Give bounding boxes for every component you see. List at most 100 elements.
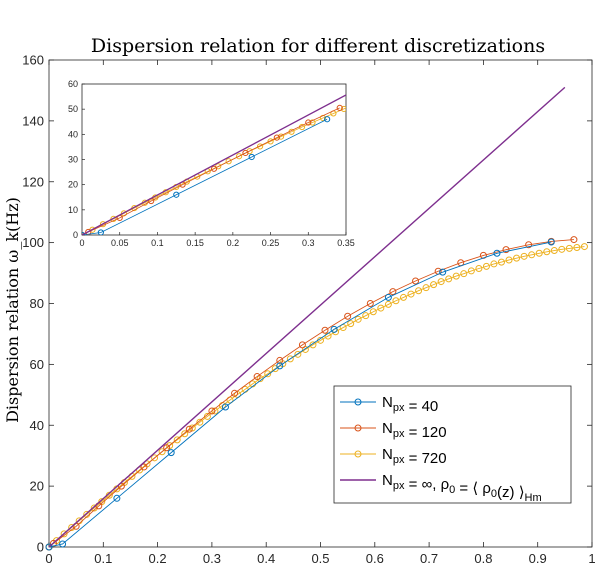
data-point-N120 [502,246,510,254]
series-line-N40 [48,241,552,548]
inset-x-tick-label: 0.05 [111,238,129,248]
data-point-N720 [362,312,370,320]
x-tick-label: 0.1 [94,551,112,566]
x-tick-label: 0 [45,551,52,566]
data-point-N120 [412,277,420,285]
y-axis-label: Dispersion relation ω_k(Hz) [3,197,22,423]
y-tick-label: 40 [30,418,44,433]
legend-marker-N40 [354,398,362,406]
data-point-N120 [366,300,374,307]
legend-subscript: px [393,402,405,414]
data-point-N720 [460,270,468,278]
data-point-N720 [430,281,438,289]
inset-y-tick-label: 30 [68,155,78,165]
data-point-N120 [253,373,261,381]
y-tick-label: 0 [37,540,44,555]
legend-subscript: px [393,428,405,440]
y-tick-label: 20 [30,479,44,494]
data-point-N40 [59,540,67,548]
data-point-N720 [384,300,392,308]
data-point-N40 [324,116,331,123]
data-point-N120 [140,463,148,471]
legend-marker-N720 [354,450,362,458]
data-point-N720 [294,350,302,358]
y-tick-label: 120 [22,174,44,189]
inset-y-tick-label: 50 [68,104,78,114]
data-point-N720 [354,315,362,323]
data-point-N720 [267,138,274,145]
legend-text-part: N [382,394,393,411]
inset-x-tick-label: 0.1 [151,238,164,248]
chart-title: Dispersion relation for different discre… [91,35,545,57]
data-point-N40 [384,293,392,301]
data-point-N720 [377,304,385,312]
x-tick-label: 0.8 [474,551,492,566]
inset-x-tick-label: 0 [79,238,84,248]
inset-x-tick-label: 0.15 [186,238,204,248]
data-point-N720 [181,430,189,438]
inset-y-tick-label: 60 [68,79,78,89]
x-tick-label: 0.4 [257,551,275,566]
data-point-N120 [305,119,312,126]
series-line-N120 [82,107,340,235]
data-point-N40 [45,543,53,551]
data-point-N120 [389,288,397,296]
data-point-N720 [467,267,475,275]
data-point-N720 [513,254,521,262]
data-point-N40 [330,325,338,333]
data-point-N720 [151,454,159,462]
legend-label-Ninf: Npx = ∞, ρ0 = ⟨ ρ0(z) ⟩Hm [382,472,542,504]
x-tick-label: 0.2 [149,551,167,566]
data-point-N720 [415,287,423,295]
data-point-N40 [248,153,255,161]
legend-subscript: 0 [449,484,455,496]
y-tick-label: 60 [30,357,44,372]
data-point-N40 [276,362,284,370]
legend-label-N40: Npx = 40 [382,394,438,415]
inset-plot: 0 0.05 0.1 0.15 0.2 0.25 0.3 0.35 0 10 20 30 40 50 60 [68,79,355,248]
data-point-N120 [242,149,249,157]
data-point-N720 [286,355,294,363]
data-point-N720 [422,284,430,292]
data-point-N120 [273,134,280,141]
data-point-N720 [490,260,498,268]
y-tick-label: 100 [22,235,44,250]
data-point-N40 [547,238,555,246]
data-point-N720 [196,418,204,426]
series-line-Ninf [82,94,346,235]
legend-text-part: N [382,446,393,463]
legend-text-part: = 720 [404,450,446,467]
data-point-N720 [369,308,377,316]
data-point-N720 [158,448,166,456]
data-point-N120 [525,241,533,249]
data-point-N120 [85,228,92,235]
data-point-N720 [535,249,543,257]
data-point-N720 [528,251,536,259]
inset-series-group [82,94,346,235]
data-point-N720 [543,248,551,256]
inset-y-tick-label: 10 [68,205,78,215]
data-point-N720 [475,264,483,272]
data-point-N720 [340,105,346,113]
data-point-N720 [256,143,264,150]
legend-subscript: 0 [491,488,497,500]
data-point-N120 [336,104,343,112]
x-tick-label: 0.5 [311,551,329,566]
data-point-N720 [225,158,232,165]
data-point-N720 [445,275,453,283]
legend-text-part: = ⟨ ρ [455,480,491,497]
data-point-N120 [276,356,284,364]
data-point-N720 [565,244,573,252]
data-point-N120 [298,341,306,349]
x-tick-label: 0.7 [420,551,438,566]
data-point-N40 [493,249,501,257]
data-point-N120 [185,425,193,433]
data-point-N720 [392,297,400,305]
data-point-N120 [163,444,171,452]
data-point-N120 [321,326,329,334]
inset-x-tick-label: 0.3 [302,238,315,248]
inset-frame [81,83,347,236]
legend-text-part: = 40 [404,398,438,415]
